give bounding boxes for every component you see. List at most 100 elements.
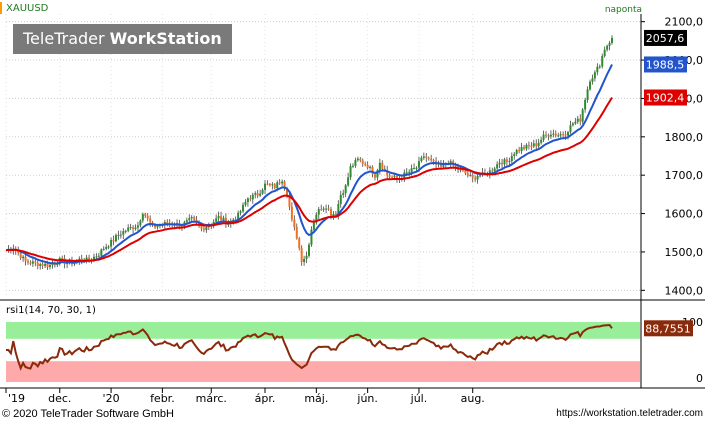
candle-body — [308, 244, 310, 256]
candle-body — [601, 56, 604, 67]
price-panel — [5, 14, 640, 298]
candle-body — [542, 134, 545, 140]
candle-body — [114, 235, 117, 242]
candle-body — [562, 134, 565, 136]
moving-average-blue-line — [5, 64, 613, 265]
candle-body — [537, 142, 540, 147]
candle-body — [503, 159, 506, 165]
candle-body — [454, 165, 457, 167]
candle-body — [559, 134, 562, 136]
candle-body — [17, 250, 20, 253]
candle-body — [293, 219, 296, 228]
candle-body — [254, 193, 257, 195]
candle-body — [606, 45, 609, 50]
candle-body — [557, 135, 560, 137]
candle-body — [325, 208, 328, 210]
candle-body — [540, 139, 543, 143]
candle-body — [567, 132, 570, 136]
candle-body — [339, 194, 342, 205]
candle-body — [205, 226, 208, 231]
candle-body — [361, 160, 364, 164]
candle-body — [432, 160, 435, 162]
candle-body — [268, 184, 271, 186]
candle-body — [496, 164, 499, 169]
rsi-badge-label: 88,7551 — [645, 322, 691, 335]
candle-body — [141, 214, 144, 221]
candle-body — [237, 212, 240, 220]
candle-body — [212, 221, 215, 225]
price-badge-box — [644, 89, 687, 106]
candle-body — [220, 216, 223, 221]
candle-body — [290, 206, 293, 220]
candle-body — [46, 263, 49, 267]
time-tick-label: dec. — [48, 392, 71, 405]
time-tick-label: '20 — [103, 392, 120, 405]
time-tick-label: márc. — [196, 392, 227, 405]
candle-body — [464, 170, 467, 174]
candle-body — [344, 185, 347, 194]
candle-body — [200, 225, 203, 229]
time-tick-label: jún. — [356, 392, 378, 405]
candle-body — [422, 156, 425, 158]
candle-body — [232, 219, 235, 221]
price-badge-box — [644, 56, 687, 73]
candle-body — [163, 221, 166, 225]
candle-body — [591, 78, 594, 82]
symbol-label[interactable]: XAUUSD — [6, 3, 49, 14]
candle-body — [276, 182, 279, 189]
candle-body — [26, 261, 29, 263]
candle-body — [554, 133, 557, 136]
candle-body — [246, 198, 249, 203]
candle-body — [256, 193, 259, 196]
candle-body — [105, 246, 108, 249]
candle-body — [369, 166, 372, 168]
candle-body — [202, 228, 205, 231]
candle-body — [315, 214, 318, 223]
candle-body — [261, 189, 264, 194]
candle-body — [535, 143, 538, 147]
candle-body — [122, 231, 125, 235]
price-badge-label: 2057,6 — [646, 32, 685, 45]
time-tick-label: júl. — [410, 392, 428, 405]
rsi-line — [6, 323, 613, 371]
price-tick-label: 1600,0 — [665, 208, 704, 221]
candle-body — [29, 262, 32, 264]
candle-body — [593, 72, 596, 79]
candle-body — [154, 224, 157, 228]
candle-body — [576, 118, 579, 122]
candle-body — [24, 256, 27, 262]
candle-body — [320, 209, 323, 211]
website-link[interactable]: https://workstation.teletrader.com — [556, 408, 703, 419]
candle-body — [312, 222, 315, 230]
candle-body — [283, 181, 286, 188]
candle-body — [581, 109, 584, 122]
candle-body — [56, 264, 59, 266]
period-label[interactable]: naponta — [604, 5, 642, 15]
rsi-axis: 100088,7551 — [644, 316, 703, 385]
candle-body — [305, 255, 308, 259]
rsi-label[interactable]: rsi1(14, 70, 30, 1) — [6, 305, 96, 316]
candle-body — [395, 175, 398, 179]
time-tick-label: aug. — [461, 392, 485, 405]
candle-body — [598, 66, 601, 68]
candle-body — [327, 208, 330, 210]
candle-body — [288, 195, 291, 207]
candle-body — [378, 162, 381, 171]
candle-body — [322, 208, 325, 210]
candle-body — [227, 223, 230, 225]
candle-body — [520, 147, 523, 152]
candle-body — [388, 175, 391, 177]
time-tick-label: ápr. — [255, 392, 276, 405]
price-badges: 2057,6 1988,5 1902,4 — [644, 29, 687, 106]
candle-body — [242, 204, 245, 212]
candle-body — [349, 166, 352, 178]
candle-body — [217, 216, 220, 219]
candle-body — [88, 257, 91, 261]
price-tick-label: 1400,0 — [665, 284, 704, 297]
candle-body — [281, 181, 284, 184]
time-tick-label: máj. — [304, 392, 328, 405]
candle-body — [579, 118, 582, 122]
candle-body — [405, 172, 408, 174]
candle-body — [41, 264, 44, 266]
candle-body — [383, 168, 386, 171]
